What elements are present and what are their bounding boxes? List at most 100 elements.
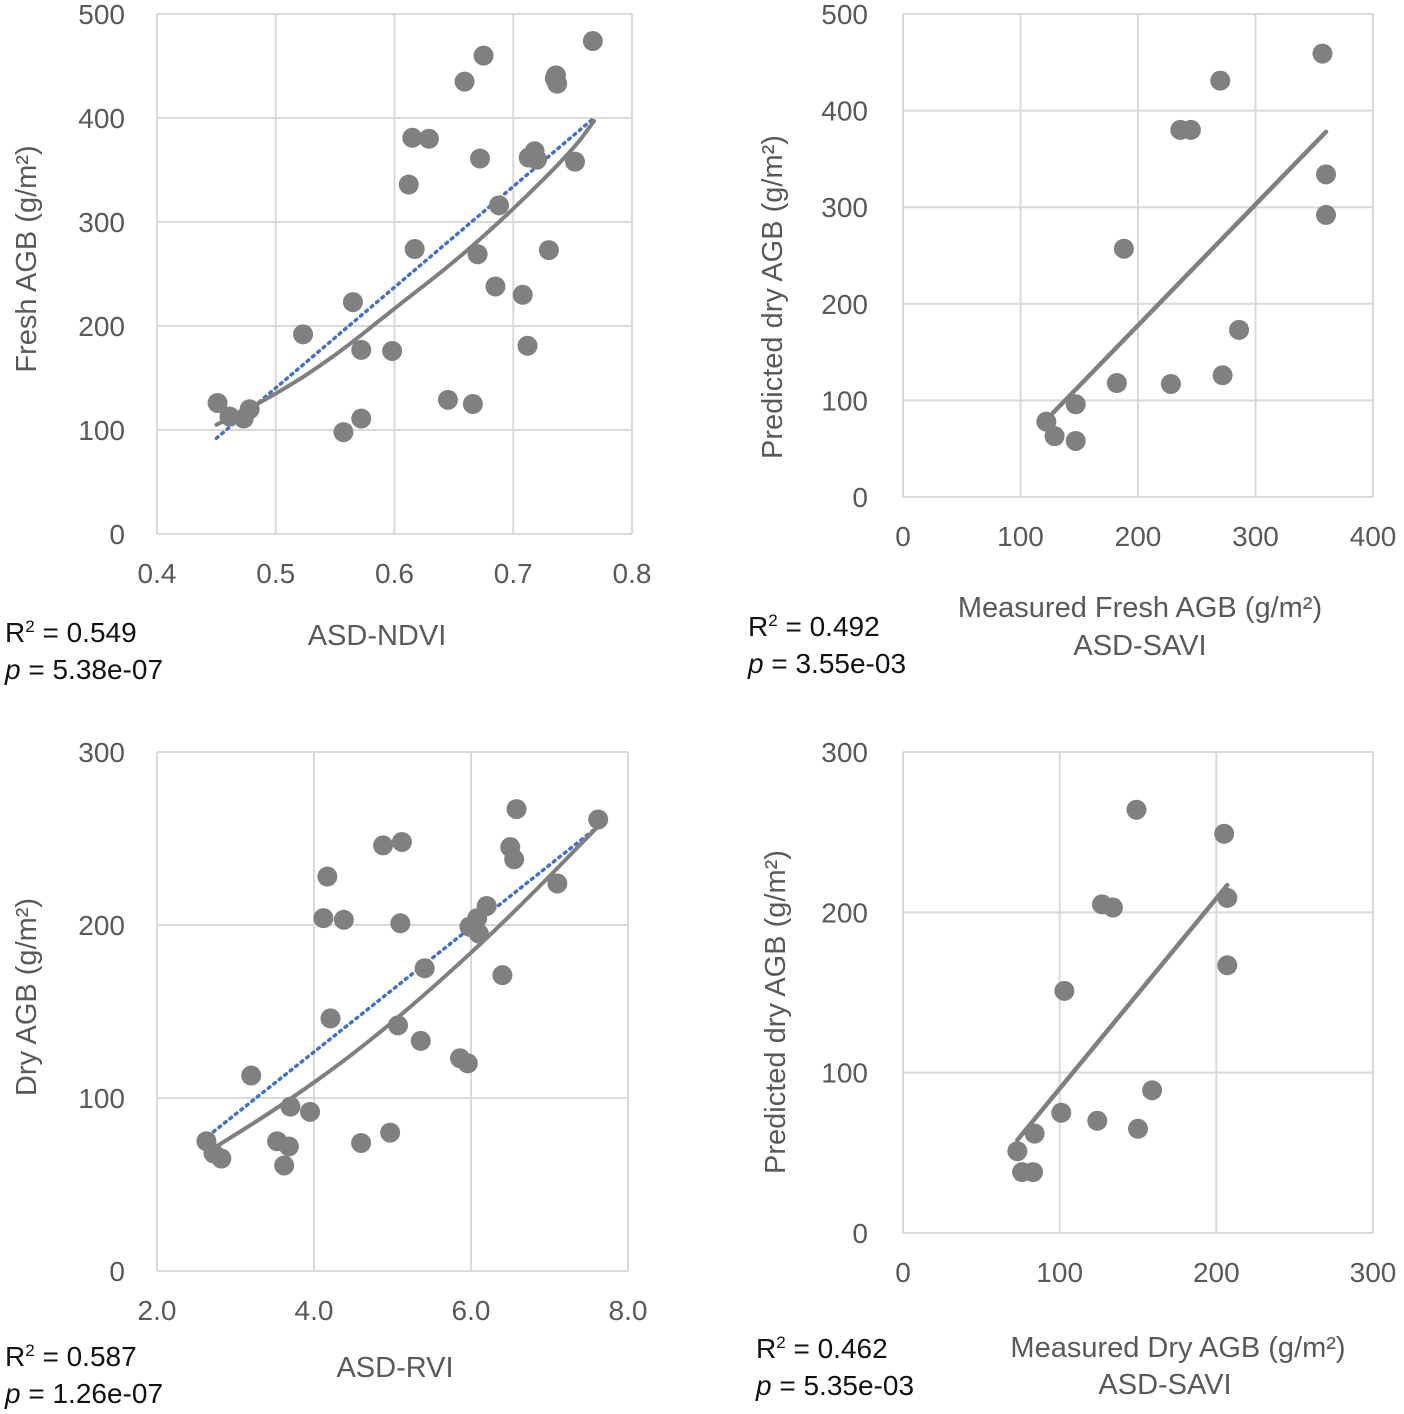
x-tick-label: 200 bbox=[1115, 521, 1162, 552]
data-point bbox=[517, 335, 538, 356]
data-point bbox=[1113, 238, 1134, 259]
x-tick-label: 0.7 bbox=[494, 558, 533, 589]
linear-trendline-dotted bbox=[206, 824, 600, 1138]
data-point bbox=[351, 1132, 372, 1153]
data-point bbox=[380, 1122, 401, 1143]
x-tick-label: 0.6 bbox=[375, 558, 414, 589]
data-point bbox=[342, 292, 363, 313]
data-point bbox=[489, 195, 509, 216]
x-tick-label: 300 bbox=[1232, 521, 1279, 552]
data-point bbox=[527, 149, 547, 170]
data-point bbox=[454, 71, 475, 92]
data-point bbox=[588, 809, 609, 830]
data-point bbox=[1316, 164, 1336, 185]
y-tick-label: 500 bbox=[78, 0, 125, 30]
p-line: p = 1.26e-07 bbox=[5, 1378, 164, 1409]
x-tick-label: 0.8 bbox=[613, 558, 652, 589]
x-axis-subtitle: ASD-SAVI bbox=[1098, 1369, 1231, 1401]
y-tick-label: 100 bbox=[78, 415, 125, 446]
data-point bbox=[241, 1065, 262, 1086]
y-tick-label: 400 bbox=[821, 96, 868, 127]
data-point bbox=[317, 866, 338, 887]
x-tick-label: 6.0 bbox=[452, 1295, 491, 1326]
x-tick-label: 100 bbox=[1036, 1257, 1083, 1288]
data-point bbox=[1217, 887, 1238, 908]
data-point bbox=[404, 239, 425, 260]
data-point bbox=[485, 276, 506, 297]
y-tick-label: 100 bbox=[821, 1058, 868, 1089]
data-point bbox=[333, 422, 354, 443]
y-tick-label: 200 bbox=[78, 311, 125, 342]
y-tick-label: 300 bbox=[78, 207, 125, 238]
data-point bbox=[1316, 204, 1336, 225]
data-point bbox=[512, 284, 533, 305]
x-tick-label: 4.0 bbox=[295, 1295, 334, 1326]
data-point bbox=[313, 908, 334, 929]
x-tick-label: 400 bbox=[1350, 521, 1397, 552]
data-point bbox=[274, 1155, 295, 1176]
data-point bbox=[387, 1015, 408, 1036]
y-tick-label: 0 bbox=[852, 1218, 868, 1249]
y-tick-label: 300 bbox=[821, 737, 868, 768]
data-point bbox=[293, 324, 314, 345]
data-point bbox=[437, 389, 458, 410]
x-tick-label: 100 bbox=[997, 521, 1044, 552]
x-tick-label: 8.0 bbox=[609, 1295, 648, 1326]
x-tick-label: 0.4 bbox=[138, 558, 177, 589]
data-point bbox=[278, 1136, 299, 1157]
data-point bbox=[300, 1101, 321, 1122]
data-point bbox=[390, 913, 411, 934]
data-point bbox=[1051, 1102, 1072, 1123]
data-point bbox=[398, 174, 419, 195]
y-tick-label: 500 bbox=[821, 0, 868, 30]
data-point bbox=[506, 799, 527, 820]
y-tick-label: 200 bbox=[821, 897, 868, 928]
data-point bbox=[402, 127, 423, 148]
data-point bbox=[1128, 1118, 1148, 1139]
data-point bbox=[467, 244, 488, 265]
y-tick-label: 0 bbox=[109, 1256, 125, 1287]
r2-line: R2 = 0.492 bbox=[748, 611, 880, 642]
stats-panel-2: R2 = 0.492 p = 3.55e-03 bbox=[748, 608, 906, 682]
linear-trendline bbox=[1015, 882, 1230, 1143]
data-point bbox=[410, 1030, 431, 1051]
data-point bbox=[547, 873, 568, 894]
x-tick-label: 200 bbox=[1193, 1257, 1240, 1288]
x-tick-label: 0 bbox=[895, 1257, 911, 1288]
data-point bbox=[468, 923, 489, 944]
linear-trendline-dotted bbox=[214, 116, 596, 441]
data-point bbox=[1065, 430, 1086, 451]
data-point bbox=[1180, 119, 1201, 140]
data-point bbox=[473, 45, 494, 66]
data-point bbox=[1126, 799, 1147, 820]
data-point bbox=[333, 909, 354, 930]
data-point bbox=[504, 849, 525, 870]
y-tick-label: 100 bbox=[78, 1083, 125, 1114]
data-point bbox=[1214, 823, 1235, 844]
linear-trendline bbox=[1044, 129, 1329, 422]
data-point bbox=[1087, 1110, 1108, 1131]
p-line: p = 5.38e-07 bbox=[5, 654, 164, 685]
exponential-trendline bbox=[206, 824, 601, 1154]
stats-panel-4: R2 = 0.462 p = 5.35e-03 bbox=[756, 1330, 914, 1404]
y-tick-label: 0 bbox=[852, 482, 868, 513]
data-point bbox=[1160, 373, 1181, 394]
x-tick-label: 300 bbox=[1350, 1257, 1397, 1288]
exponential-trendline bbox=[214, 119, 596, 427]
data-point bbox=[1212, 365, 1233, 386]
data-point bbox=[351, 339, 372, 360]
data-point bbox=[1023, 1162, 1044, 1183]
y-tick-label: 300 bbox=[821, 192, 868, 223]
y-axis-title: Fresh AGB (g/m²) bbox=[11, 145, 43, 372]
data-point bbox=[1054, 980, 1075, 1001]
data-point bbox=[280, 1096, 301, 1117]
data-point bbox=[457, 1053, 478, 1074]
stats-panel-3: R2 = 0.587 p = 1.26e-07 bbox=[5, 1338, 163, 1412]
data-point bbox=[414, 958, 435, 979]
data-point bbox=[207, 392, 228, 413]
y-axis-title: Predicted dry AGB (g/m²) bbox=[760, 850, 792, 1174]
data-point bbox=[1142, 1080, 1163, 1101]
data-point bbox=[492, 965, 513, 986]
y-axis-title: Predicted dry AGB (g/m²) bbox=[757, 135, 789, 459]
